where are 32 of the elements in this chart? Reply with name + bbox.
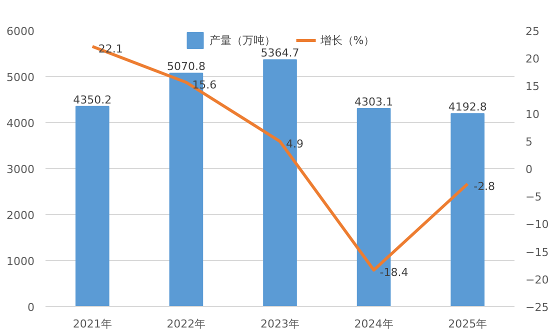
y2-tick-label: 20 [526,52,540,66]
data-label: 22.1 [98,42,123,56]
data-label: 4192.8 [448,100,487,114]
x-tick-label: 2024年 [354,318,394,330]
y-tick-label: 2000 [6,209,35,222]
x-tick-label: 2025年 [448,318,488,330]
legend-label: 产量（万吨） [209,32,276,48]
y-tick-label: 6000 [6,25,35,38]
data-label: 5070.8 [166,60,206,74]
x-tick-label: 2021年 [72,318,112,330]
y-tick-label: 4000 [6,117,35,130]
y2-tick-label: 25 [526,25,540,38]
y2-tick-label: −25 [526,301,549,314]
y2-tick-label: 15 [526,80,540,94]
data-label: 5364.7 [260,46,300,60]
y-tick-label: 1000 [6,255,35,268]
y-tick-label: 3000 [6,163,35,176]
y2-tick-label: 5 [526,135,532,148]
x-tick-label: 2022年 [166,318,206,330]
data-label: 4303.1 [354,96,394,109]
x-tick-label: 2023年 [260,318,300,330]
data-label: 4350.2 [73,93,112,106]
y-tick-label: 0 [28,301,34,314]
y2-tick-label: −20 [526,273,549,286]
y2-tick-label: −5 [526,190,542,204]
y2-tick-label: −15 [526,246,549,259]
y2-tick-label: 10 [526,108,540,121]
y2-tick-label: −10 [526,218,549,232]
y2-tick-label: 0 [526,163,532,176]
y-tick-label: 5000 [6,71,35,84]
bar [75,106,110,306]
legend-label: 增长（%） [320,32,375,48]
